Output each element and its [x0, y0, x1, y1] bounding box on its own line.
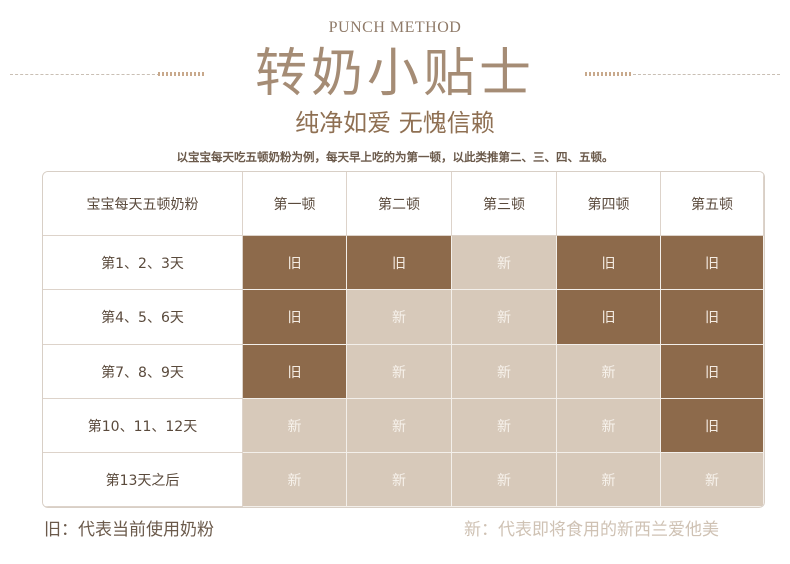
schedule-cell-new: 新: [557, 399, 661, 453]
column-header: 第四顿: [557, 172, 661, 236]
schedule-cell-new: 新: [557, 345, 661, 399]
schedule-cell-old: 旧: [243, 290, 347, 345]
schedule-cell-new: 新: [347, 453, 452, 507]
schedule-cell-old: 旧: [243, 236, 347, 290]
column-header: 第三顿: [452, 172, 557, 236]
schedule-cell-old: 旧: [557, 290, 661, 345]
schedule-cell-new: 新: [661, 453, 764, 507]
schedule-cell-old: 旧: [243, 345, 347, 399]
schedule-cell-new: 新: [452, 290, 557, 345]
schedule-cell-new: 新: [243, 399, 347, 453]
page-title: 转奶小贴士: [0, 42, 790, 106]
schedule-cell-old: 旧: [347, 236, 452, 290]
legend-old: 旧：代表当前使用奶粉: [44, 518, 214, 542]
table-corner-header: 宝宝每天五顿奶粉: [43, 172, 243, 236]
feeding-schedule-table: 宝宝每天五顿奶粉 第一顿 第二顿 第三顿 第四顿 第五顿 第1、2、3天旧旧新旧旧第4、5、…: [42, 171, 765, 508]
row-header: 第7、8、9天: [43, 345, 243, 399]
schedule-cell-new: 新: [452, 453, 557, 507]
schedule-cell-old: 旧: [661, 236, 764, 290]
schedule-cell-new: 新: [452, 345, 557, 399]
eyebrow-text: PUNCH METHOD: [0, 19, 790, 37]
schedule-cell-new: 新: [557, 453, 661, 507]
schedule-cell-old: 旧: [557, 236, 661, 290]
schedule-cell-old: 旧: [661, 290, 764, 345]
row-header: 第4、5、6天: [43, 290, 243, 345]
column-header: 第一顿: [243, 172, 347, 236]
schedule-cell-new: 新: [347, 399, 452, 453]
schedule-cell-new: 新: [452, 399, 557, 453]
schedule-cell-new: 新: [452, 236, 557, 290]
column-header: 第五顿: [661, 172, 764, 236]
row-header: 第1、2、3天: [43, 236, 243, 290]
legend-new: 新：代表即将食用的新西兰爱他美: [464, 518, 719, 542]
schedule-cell-new: 新: [347, 345, 452, 399]
column-header: 第二顿: [347, 172, 452, 236]
schedule-cell-old: 旧: [661, 345, 764, 399]
schedule-cell-old: 旧: [661, 399, 764, 453]
instruction-note: 以宝宝每天吃五顿奶粉为例，每天早上吃的为第一顿，以此类推第二、三、四、五顿。: [0, 149, 790, 165]
row-header: 第13天之后: [43, 453, 243, 507]
schedule-cell-new: 新: [243, 453, 347, 507]
schedule-cell-new: 新: [347, 290, 452, 345]
row-header: 第10、11、12天: [43, 399, 243, 453]
page-subtitle: 纯净如爱 无愧信赖: [0, 108, 790, 138]
